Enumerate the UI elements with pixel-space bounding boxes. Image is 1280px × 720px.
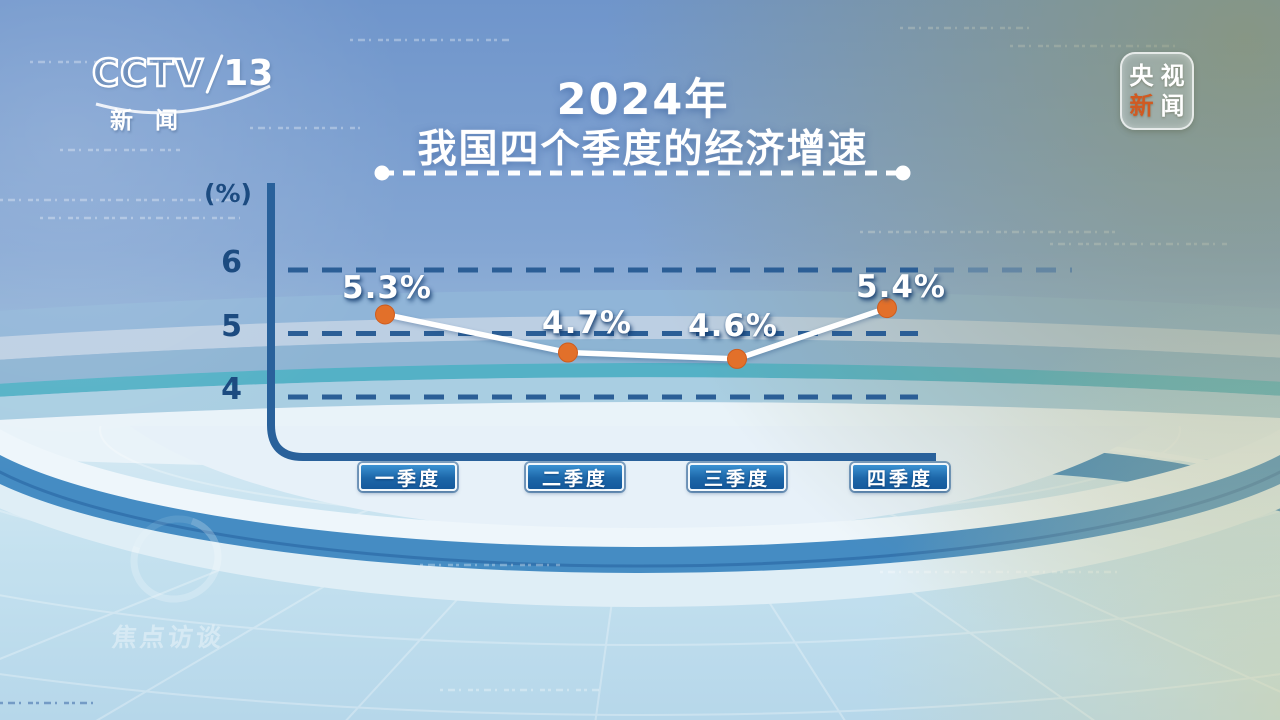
program-watermark: 焦点访谈 [110,500,236,654]
quarter-badge-3: 三季度 [688,463,786,491]
cctv-logo-text: CCTV [91,51,205,97]
badge-char-4: 闻 [1160,92,1185,120]
data-point-q4 [877,298,897,319]
chart-subtitle: 我国四个季度的经济增速 [417,127,869,172]
cctv-news-app-badge: 央 视 新 闻 [1120,52,1194,130]
chart-title-block: 2024年 我国四个季度的经济增速 [283,76,1003,172]
value-label-q3: 4.6% [688,307,778,344]
title-underline-left-dot [374,165,390,181]
badge-char-2: 视 [1160,62,1185,90]
data-series [375,298,897,369]
growth-line [382,305,890,362]
data-point-q1 [375,304,395,325]
watermark-logo-ring [116,500,236,618]
axis-line [267,183,936,461]
y-tick-6: 6 [221,245,242,280]
y-tick-4: 4 [221,372,242,407]
data-point-q2 [558,342,578,363]
logo-swoosh [95,84,271,115]
y-tick-5: 5 [221,308,242,344]
badge-char-3: 新 [1129,92,1154,120]
cctv-channel-logo: CCTV 13 新闻 [91,51,274,135]
chart-title: 2024年 [556,75,730,125]
value-label-q1: 5.3% [342,270,432,307]
value-label-q4: 5.4% [856,269,946,306]
value-label-q2: 4.7% [542,304,632,341]
quarter-badge-4: 四季度 [851,463,949,491]
y-axis-unit-label: (%) [204,179,252,208]
data-point-q3 [727,348,747,369]
watermark-text: 焦点访谈 [110,623,226,652]
quarter-badge-1: 一季度 [359,463,457,491]
title-underline-right-dot [895,165,911,181]
quarter-badge-2: 二季度 [526,463,624,491]
badge-char-1: 央 [1129,62,1154,90]
